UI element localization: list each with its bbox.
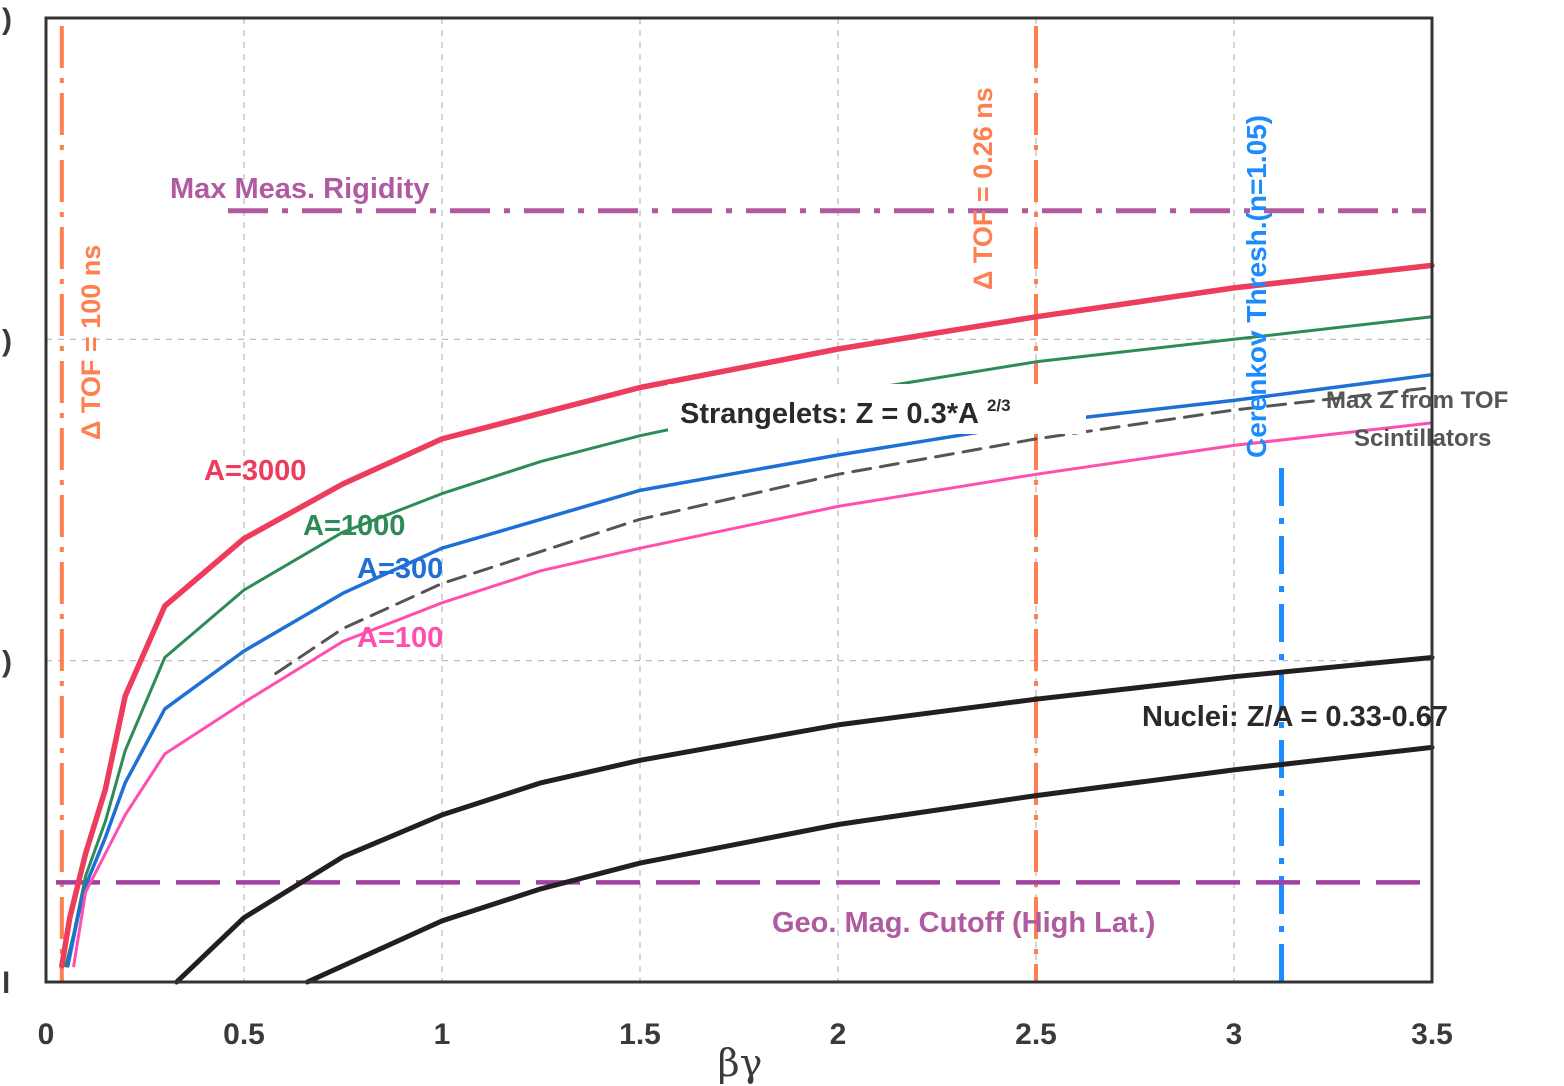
label-a3000: A=3000	[204, 455, 306, 487]
x-axis-label: βγ	[718, 1041, 763, 1085]
label-a300: A=300	[357, 553, 443, 585]
x-tick-label: 1.5	[619, 1018, 661, 1051]
label-strangelets: Strangelets: Z = 0.3*A 2/3	[680, 396, 1011, 430]
series-line-5	[174, 655, 1435, 985]
x-tick-label: 2	[830, 1018, 847, 1051]
y-tick-label: l	[2, 967, 10, 1000]
label-strangelets-exponent: 2/3	[987, 396, 1011, 415]
series-line-6	[304, 744, 1435, 985]
x-tick-label: 3	[1226, 1018, 1243, 1051]
x-tick-label: 1	[434, 1018, 451, 1051]
label-cerenkov: Cerenkov Thresh.(n=1.05)	[1241, 115, 1272, 458]
x-tick-label: 2.5	[1015, 1018, 1057, 1051]
label-a100: A=100	[357, 622, 443, 654]
y-tick-label: )	[2, 646, 12, 679]
x-tick-label: 0	[38, 1018, 55, 1051]
strangelets-label-bg	[668, 384, 1086, 434]
x-tick-labels: 0 0.5 1 1.5 2 2.5 3 3.5	[38, 1018, 1453, 1051]
series-line-0	[59, 262, 1435, 969]
x-tick-label: 3.5	[1411, 1018, 1453, 1051]
label-max-rigidity: Max Meas. Rigidity	[170, 173, 429, 205]
label-tof-100ns: Δ TOF = 100 ns	[76, 245, 106, 440]
series-line-1	[64, 315, 1434, 968]
label-maxz-line1: Max Z from TOF	[1326, 387, 1508, 414]
label-maxz-line2: Scintillators	[1354, 425, 1491, 452]
y-tick-labels: ))) l	[2, 3, 12, 1000]
label-tof-026ns: Δ TOF = 0.26 ns	[968, 87, 998, 290]
plot-frame	[44, 16, 1434, 984]
grid	[46, 18, 1432, 982]
x-tick-label: 0.5	[223, 1018, 265, 1051]
series-lines	[59, 262, 1435, 985]
y-tick-label: )	[2, 324, 12, 357]
label-a1000: A=1000	[303, 510, 405, 542]
series-line-4	[274, 386, 1434, 675]
label-nuclei: Nuclei: Z/A = 0.33-0.67	[1142, 701, 1448, 733]
reference-lines	[56, 26, 1426, 982]
series-line-3	[72, 421, 1434, 968]
label-geomag-cutoff: Geo. Mag. Cutoff (High Lat.)	[772, 907, 1155, 939]
y-tick-label: )	[2, 3, 12, 36]
